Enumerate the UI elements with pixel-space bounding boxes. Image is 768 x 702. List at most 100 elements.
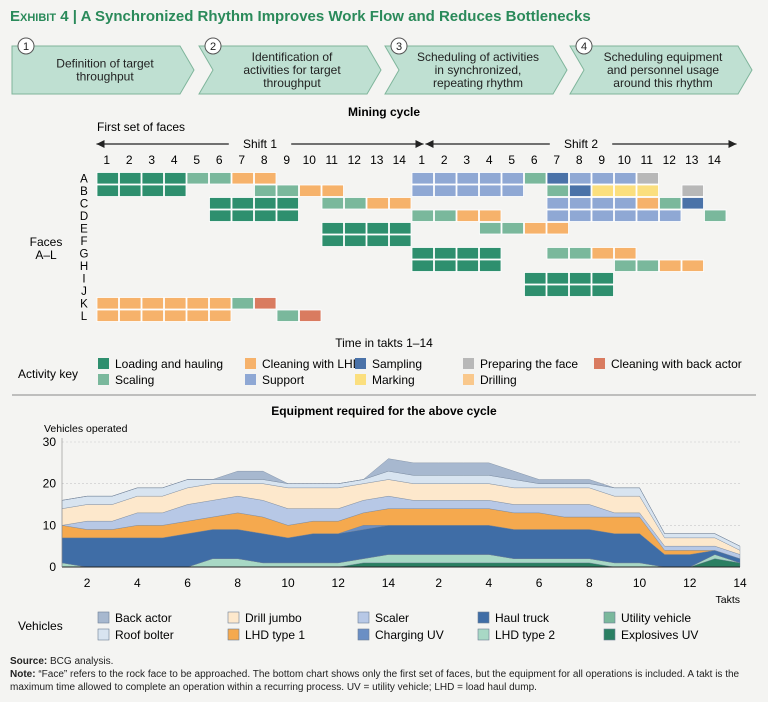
step-text-line: in synchronized, [435, 63, 522, 77]
activity-swatch-prep [463, 358, 474, 369]
vehicles-label: Vehicles [18, 619, 63, 633]
gantt-cell-scaling [344, 197, 367, 210]
gantt-cell-support [591, 197, 614, 210]
gantt-cell-clean_lhd [546, 222, 569, 235]
vehicle-legend-item: Charging UV [357, 628, 444, 642]
shift-arrowhead [415, 140, 424, 148]
shift-2-arrow: Shift 2 [425, 137, 737, 151]
face-letter: G [80, 249, 89, 261]
takt-number: 11 [326, 153, 339, 167]
shift-1-arrow: Shift 1 [96, 137, 424, 151]
gantt-cell-clean_lhd [186, 297, 209, 310]
gantt-cell-load [389, 234, 412, 247]
gantt-cell-scaling [636, 259, 659, 272]
gantt-x-label: Time in takts 1–14 [335, 336, 433, 350]
takt-number: 9 [283, 153, 290, 167]
y-tick-label: 20 [43, 477, 57, 491]
source-label: Source: [10, 656, 48, 667]
step-text-line: throughput [76, 70, 134, 84]
gantt-cell-load [546, 284, 569, 297]
vehicle-legend-text: LHD type 1 [245, 628, 305, 642]
gantt-cell-scaling [276, 309, 299, 322]
vehicle-legend-item: LHD type 1 [227, 628, 305, 642]
face-letter: L [81, 311, 88, 323]
gantt-cell-clean_lhd [524, 222, 547, 235]
activity-key-text: Sampling [372, 357, 422, 371]
gantt-cell-support [434, 172, 457, 185]
step-text-line: repeating rhythm [433, 76, 523, 90]
gantt-cell-load [569, 272, 592, 285]
takt-number: 7 [238, 153, 245, 167]
faces-axis-label: Faces [30, 235, 63, 249]
x-tick-label: 4 [486, 576, 493, 590]
step-number: 4 [581, 41, 587, 53]
takt-number: 2 [441, 153, 448, 167]
x-tick-label: 8 [234, 576, 241, 590]
title-separator: | [72, 8, 77, 25]
activity-key-text: Cleaning with back actor [611, 357, 742, 371]
gantt-cell-prep [681, 184, 704, 197]
gantt-cell-load [254, 197, 277, 210]
takt-number: 5 [508, 153, 515, 167]
gantt-cell-load [366, 222, 389, 235]
gantt-cell-load [569, 284, 592, 297]
gantt-cell-marking [614, 184, 637, 197]
vehicle-legend-text: Haul truck [495, 611, 550, 625]
gantt-cell-sampling [569, 184, 592, 197]
gantt-cell-scaling [704, 209, 727, 222]
note-text: “Face” refers to the rock face to be app… [10, 669, 740, 693]
gantt-cell-support [569, 172, 592, 185]
gantt-cell-support [546, 209, 569, 222]
vehicle-swatch [477, 628, 490, 641]
vehicle-legend-item: Scaler [357, 611, 409, 625]
gantt-cell-support [614, 209, 637, 222]
step-text-line: around this rhythm [613, 76, 712, 90]
gantt-cell-scaling [434, 209, 457, 222]
activity-key-item: Marking [355, 373, 415, 387]
gantt-cell-scaling [321, 197, 344, 210]
takt-number: 8 [576, 153, 583, 167]
takt-number: 14 [708, 153, 722, 167]
activity-swatch-marking [355, 374, 366, 385]
step-arrow-shape [198, 45, 382, 95]
step-text-line: Scheduling of activities [417, 50, 539, 64]
x-tick-label: 4 [134, 576, 141, 590]
vehicle-swatch [603, 611, 616, 624]
step-number: 2 [210, 41, 216, 53]
takt-number: 4 [486, 153, 493, 167]
activity-swatch-clean_back [594, 358, 605, 369]
vehicle-legend-text: Back actor [115, 611, 172, 625]
exhibit-headline: A Synchronized Rhythm Improves Work Flow… [80, 8, 591, 25]
gantt-cell-load [231, 209, 254, 222]
first-set-label: First set of faces [97, 120, 185, 134]
face-letter: C [80, 199, 88, 211]
vehicle-legend-item: Back actor [97, 611, 172, 625]
takt-number: 5 [193, 153, 200, 167]
x-tick-label: 2 [84, 576, 91, 590]
gantt-cell-load [434, 259, 457, 272]
vehicles-legend: Vehicles Back actor Roof bolter Drill jumbo… [18, 611, 698, 642]
gantt-cell-scaling [659, 197, 682, 210]
face-letter: F [80, 236, 87, 248]
vehicle-swatch [477, 611, 490, 624]
x-tick-label: 6 [536, 576, 543, 590]
source-line: Source: BCG analysis. [10, 655, 760, 668]
mining-cycle-title: Mining cycle [348, 105, 420, 119]
activity-key-item: Preparing the face [463, 357, 578, 371]
vehicle-swatch [97, 611, 110, 624]
gantt-cell-clean_lhd [254, 172, 277, 185]
activity-key-item: Loading and hauling [98, 357, 223, 371]
takt-number: 1 [103, 153, 110, 167]
x-tick-label: 12 [683, 576, 697, 590]
gantt-cell-load [209, 197, 232, 210]
gantt-cell-load [119, 172, 142, 185]
gantt-cell-support [456, 184, 479, 197]
gantt-cell-clean_lhd [119, 309, 142, 322]
vehicle-legend-item: Haul truck [477, 611, 550, 625]
step-text-line: Definition of target [56, 57, 154, 71]
